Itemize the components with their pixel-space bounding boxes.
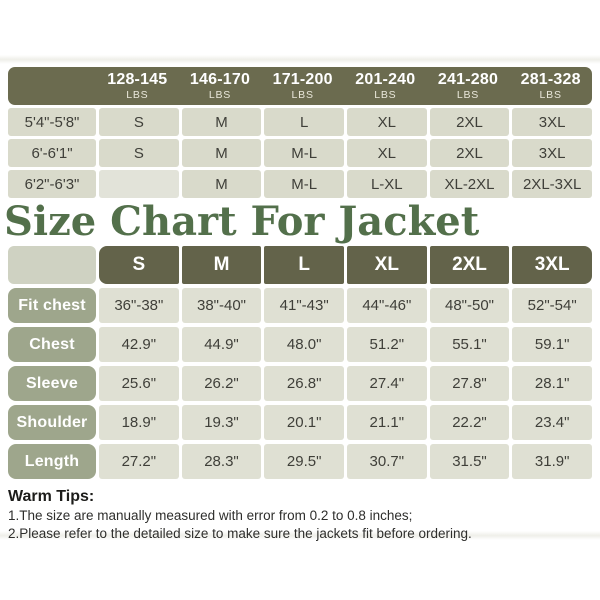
- measurement-cell: 26.2": [181, 366, 262, 401]
- content: 128-145 LBS 146-170 LBS 171-200 LBS 201-…: [4, 67, 592, 543]
- measurement-table-header: S M L XL 2XL 3XL: [8, 246, 592, 284]
- weight-range: 128-145: [107, 70, 168, 88]
- weight-unit: LBS: [126, 88, 149, 101]
- measurement-cell: 52"-54": [512, 288, 592, 323]
- size-column-header: 3XL: [512, 246, 592, 284]
- measurement-cell: 31.5": [429, 444, 510, 479]
- measurement-cell: 48.0": [264, 327, 344, 362]
- size-cell: 3XL: [512, 108, 592, 136]
- measurement-cell: 27.4": [346, 366, 427, 401]
- measurement-cell: 18.9": [99, 405, 179, 440]
- top-shade-band: [0, 55, 600, 64]
- measurement-label: Fit chest: [8, 288, 96, 323]
- measurement-cell: 41"-43": [264, 288, 344, 323]
- weight-header-cell: 146-170 LBS: [179, 70, 262, 101]
- size-cell: M: [181, 108, 262, 136]
- weight-unit: LBS: [208, 88, 232, 101]
- size-cell: M-L: [264, 170, 344, 198]
- weight-header-cell: 201-240 LBS: [344, 70, 427, 101]
- measurement-cell: 26.8": [264, 366, 344, 401]
- measurement-cell: 44.9": [181, 327, 262, 362]
- size-cell: 3XL: [512, 139, 592, 167]
- size-column-header: 2XL: [429, 246, 510, 284]
- measurement-cell: 38"-40": [181, 288, 262, 323]
- size-cell: M: [181, 170, 262, 198]
- measurement-table-body: Fit chest 36"-38" 38"-40" 41"-43" 44"-46…: [8, 288, 592, 479]
- measurement-cell: 36"-38": [99, 288, 179, 323]
- measurement-cell: 55.1": [429, 327, 510, 362]
- weight-range: 171-200: [272, 70, 333, 88]
- size-cell: XL: [346, 108, 427, 136]
- measurement-cell: 22.2": [429, 405, 510, 440]
- weight-range: 281-328: [520, 70, 581, 88]
- size-cell: 2XL-3XL: [512, 170, 592, 198]
- warm-tips-heading: Warm Tips:: [8, 488, 95, 505]
- measurement-label: Shoulder: [8, 405, 96, 440]
- size-column-header: L: [264, 246, 344, 284]
- measurement-cell: 48"-50": [429, 288, 510, 323]
- size-cell: [99, 170, 179, 198]
- measurement-cell: 28.3": [181, 444, 262, 479]
- weight-size-table: 128-145 LBS 146-170 LBS 171-200 LBS 201-…: [8, 67, 592, 198]
- measurement-cell: 28.1": [512, 366, 592, 401]
- measurement-cell: 20.1": [264, 405, 344, 440]
- page-title: Size Chart For Jacket: [4, 198, 480, 245]
- weight-unit: LBS: [456, 88, 480, 101]
- weight-table-body: 5'4"-5'8" S M L XL 2XL 3XL 6'-6'1" S M M…: [8, 108, 592, 198]
- size-cell: XL-2XL: [429, 170, 510, 198]
- measurement-header-corner: [8, 246, 96, 284]
- size-column-header: S: [99, 246, 179, 284]
- measurement-cell: 21.1": [346, 405, 427, 440]
- weight-range: 201-240: [355, 70, 416, 88]
- weight-unit: LBS: [539, 88, 562, 101]
- warm-tips: Warm Tips: 1.The size are manually measu…: [8, 488, 592, 543]
- measurement-cell: 31.9": [512, 444, 592, 479]
- weight-unit: LBS: [374, 88, 397, 101]
- size-cell: S: [99, 139, 179, 167]
- measurement-table: S M L XL 2XL 3XL Fit chest 36"-38" 38"-4…: [8, 246, 592, 479]
- measurement-cell: 30.7": [346, 444, 427, 479]
- measurement-cell: 51.2": [346, 327, 427, 362]
- size-cell: XL: [346, 139, 427, 167]
- size-cell: 2XL: [429, 139, 510, 167]
- size-cell: L: [264, 108, 344, 136]
- weight-header-cell: 171-200 LBS: [261, 70, 344, 101]
- measurement-cell: 44"-46": [346, 288, 427, 323]
- measurement-label: Length: [8, 444, 96, 479]
- size-cell: 2XL: [429, 108, 510, 136]
- weight-header-cell: 281-328 LBS: [509, 70, 592, 101]
- weight-table-header: 128-145 LBS 146-170 LBS 171-200 LBS 201-…: [8, 67, 592, 105]
- warm-tips-line: 2.Please refer to the detailed size to m…: [8, 525, 472, 541]
- warm-tips-line: 1.The size are manually measured with er…: [8, 508, 413, 523]
- height-label: 5'4"-5'8": [8, 108, 96, 136]
- size-cell: L-XL: [346, 170, 427, 198]
- measurement-cell: 19.3": [181, 405, 262, 440]
- size-cell: M: [181, 139, 262, 167]
- weight-range: 241-280: [437, 70, 499, 88]
- height-label: 6'2"-6'3": [8, 170, 96, 198]
- weight-unit: LBS: [291, 88, 314, 101]
- size-column-header: XL: [346, 246, 427, 284]
- weight-range: 146-170: [189, 70, 251, 88]
- bottom-shade-band: [0, 531, 600, 540]
- measurement-cell: 25.6": [99, 366, 179, 401]
- measurement-cell: 23.4": [512, 405, 592, 440]
- measurement-cell: 27.8": [429, 366, 510, 401]
- measurement-label: Chest: [8, 327, 96, 362]
- size-cell: M-L: [264, 139, 344, 167]
- size-column-header: M: [181, 246, 262, 284]
- measurement-cell: 42.9": [99, 327, 179, 362]
- weight-header-cell: 128-145 LBS: [96, 70, 179, 101]
- measurement-label: Sleeve: [8, 366, 96, 401]
- weight-header-cell: 241-280 LBS: [427, 70, 510, 101]
- measurement-cell: 59.1": [512, 327, 592, 362]
- measurement-cell: 27.2": [99, 444, 179, 479]
- height-label: 6'-6'1": [8, 139, 96, 167]
- measurement-cell: 29.5": [264, 444, 344, 479]
- size-cell: S: [99, 108, 179, 136]
